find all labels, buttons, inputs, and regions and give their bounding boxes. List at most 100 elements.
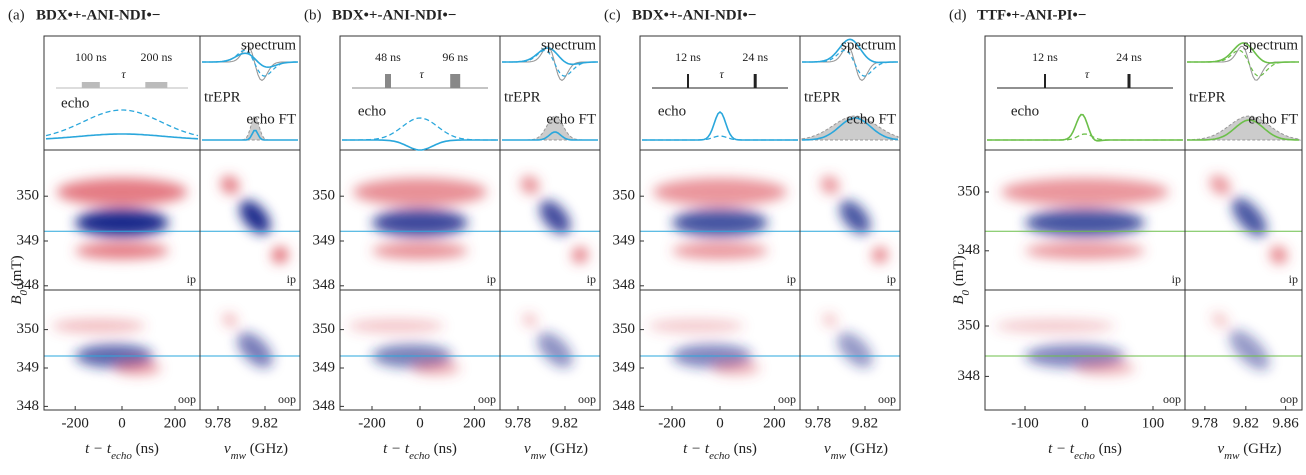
axis-label: νmw (GHz): [524, 441, 588, 461]
axis-label-part: (mT): [9, 255, 25, 290]
heatmap-blob: [1025, 242, 1145, 260]
pulse: [450, 74, 461, 88]
pulse: [145, 82, 168, 88]
echo-ft-label: echo FT: [246, 111, 296, 127]
x-tick-label: -200: [61, 415, 89, 431]
y-tick-label: 350: [313, 188, 336, 204]
heatmap: [1001, 178, 1169, 260]
spectrum-solid: [1187, 42, 1299, 64]
heatmap-blob: [220, 175, 240, 195]
echo-ft-solid: [502, 131, 598, 141]
x-tick-label: 0: [1081, 415, 1089, 431]
ip-label: ip: [887, 272, 896, 286]
axis-label-part: mw: [531, 450, 547, 462]
axis-label: νmw (GHz): [1217, 441, 1281, 461]
heatmap-blob: [839, 200, 871, 235]
axis-label-part: t − t: [1048, 441, 1075, 457]
heatmap-blob: [271, 246, 289, 264]
axis-label-part: (ns): [430, 441, 457, 457]
heatmap-blobs: [995, 318, 1135, 376]
heatmap-blobs: [648, 318, 760, 376]
heatmap-blob: [652, 178, 788, 206]
x-tick-label: -100: [1011, 415, 1039, 431]
x-tick-label: 200: [164, 415, 187, 431]
axis-label-part: (GHz): [546, 441, 588, 457]
heatmap: [1211, 312, 1270, 371]
echo-solid: [642, 110, 798, 141]
oop-label: oop: [778, 392, 796, 406]
heatmap-blobs: [1211, 312, 1270, 371]
x-tick-label: 0: [416, 415, 424, 431]
heatmap-blob: [412, 360, 460, 376]
axis-label: B0 (mT): [9, 255, 29, 304]
pulse-label: 24 ns: [742, 50, 768, 64]
panel-title: BDX•+-ANI-NDI•−: [632, 7, 756, 23]
x-tick-label: 200: [463, 415, 486, 431]
y-tick-label: 348: [17, 277, 40, 293]
heatmap: [522, 313, 573, 368]
heatmap-blob: [571, 246, 589, 264]
spectrum-label: spectrum: [1243, 37, 1298, 53]
axis-label-part: (ns): [132, 441, 159, 457]
axis-label-part: B: [951, 295, 967, 304]
panel-title: BDX•+-ANI-NDI•−: [332, 7, 456, 23]
echo-dashed: [987, 133, 1183, 141]
heatmap-blob: [522, 313, 538, 327]
axis-label: t − techo (ns): [383, 441, 457, 461]
heatmap-blob: [995, 318, 1115, 334]
echo-solid: [45, 133, 199, 140]
axis-label: B0 (mT): [951, 255, 971, 304]
ip-label: ip: [1172, 272, 1181, 286]
x-tick-label: 9.78: [1192, 415, 1218, 431]
tau-label: τ: [121, 67, 126, 81]
x-tick-label: -200: [658, 415, 686, 431]
pulse-label: 200 ns: [140, 50, 172, 64]
heatmap-blob: [539, 200, 571, 235]
axis-label-part: 0: [960, 289, 972, 295]
axis-label-part: mw: [1224, 450, 1240, 462]
heatmap: [352, 178, 488, 260]
heatmap-blobs: [220, 175, 289, 264]
heatmap: [822, 313, 873, 368]
panel-frame: [984, 35, 1303, 411]
spectrum-dashed: [1187, 49, 1299, 77]
panel-frame: [339, 35, 601, 411]
oop-label: oop: [578, 392, 596, 406]
axis-label-part: (ns): [1095, 441, 1122, 457]
heatmap-blob: [352, 178, 488, 206]
heatmap-blob: [537, 332, 573, 368]
heatmap: [220, 175, 289, 264]
axis-label-part: echo: [409, 450, 430, 462]
echo-ft-fill: [801, 115, 899, 141]
trepr-label: trEPR: [204, 89, 241, 105]
heatmap-blob: [820, 175, 840, 195]
heatmap-blobs: [56, 178, 188, 260]
x-tick-label: 9.78: [205, 415, 231, 431]
axis-label: t − techo (ns): [85, 441, 159, 461]
panel-title: TTF•+-ANI-PI•−: [977, 7, 1086, 23]
heatmap-blobs: [1001, 178, 1169, 260]
pulse-label: 100 ns: [75, 50, 107, 64]
x-tick-label: 9.82: [552, 415, 578, 431]
pulse-label: 48 ns: [375, 50, 401, 64]
echo-label: echo: [61, 95, 89, 111]
axis-label-part: t − t: [683, 441, 710, 457]
heatmap-blobs: [352, 178, 488, 260]
ip-label: ip: [287, 272, 296, 286]
axis-label-part: mw: [231, 450, 247, 462]
spectrum-solid: [202, 52, 299, 69]
heatmap-blob: [75, 242, 169, 260]
y-tick-label: 348: [613, 277, 636, 293]
heatmap-blob: [372, 208, 468, 237]
panel-frame: [43, 35, 301, 411]
x-tick-label: 9.82: [1233, 415, 1259, 431]
tau-label: τ: [719, 67, 724, 81]
axis-label-part: ν: [824, 441, 831, 457]
y-tick-label: 350: [17, 188, 40, 204]
ip-label: ip: [187, 272, 196, 286]
axis-label-part: echo: [1074, 450, 1095, 462]
axis-label: t − techo (ns): [683, 441, 757, 461]
pulse: [1127, 74, 1131, 88]
panel-label: (b): [304, 7, 322, 23]
pulse-label: 12 ns: [675, 50, 701, 64]
